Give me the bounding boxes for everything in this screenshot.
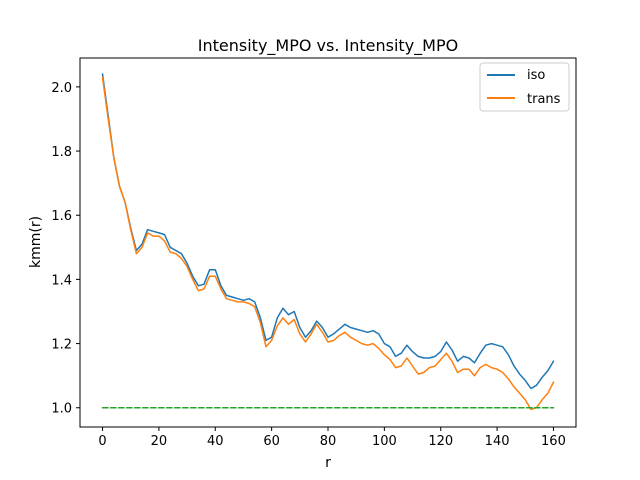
x-axis-label: r xyxy=(325,455,331,471)
x-axis-ticks: 0 20 40 60 80 100 120 140 160 xyxy=(98,427,566,449)
y-tick-label: 1.6 xyxy=(51,209,72,224)
series-layer xyxy=(101,73,555,411)
x-tick-label: 100 xyxy=(372,434,397,449)
y-tick-label: 1.8 xyxy=(51,145,72,160)
chart-title: Intensity_MPO vs. Intensity_MPO xyxy=(198,36,458,56)
y-tick-label: 2.0 xyxy=(51,81,72,96)
y-tick-label: 1.2 xyxy=(51,338,72,353)
x-tick-label: 80 xyxy=(320,434,337,449)
plot-area: 0 20 40 60 80 100 120 140 160 1.0 1.2 1.4 1.6 1.8 2.0 xyxy=(51,57,577,449)
y-axis-label: kmm(r) xyxy=(28,216,44,268)
x-tick-label: 160 xyxy=(541,434,566,449)
x-tick-label: 20 xyxy=(151,434,168,449)
y-axis-ticks: 1.0 1.2 1.4 1.6 1.8 2.0 xyxy=(51,81,80,417)
plot-frame xyxy=(79,57,577,428)
y-tick-label: 1.4 xyxy=(51,273,72,288)
series-line-trans xyxy=(101,76,555,411)
y-tick-label: 1.0 xyxy=(51,402,72,417)
x-tick-label: 40 xyxy=(207,434,224,449)
x-tick-label: 120 xyxy=(428,434,453,449)
legend-label-trans: trans xyxy=(527,92,561,107)
x-tick-label: 60 xyxy=(263,434,280,449)
legend: iso trans xyxy=(479,62,570,112)
x-tick-label: 140 xyxy=(485,434,510,449)
x-tick-label: 0 xyxy=(98,434,106,449)
series-line-iso xyxy=(101,73,555,390)
legend-label-iso: iso xyxy=(527,68,545,83)
